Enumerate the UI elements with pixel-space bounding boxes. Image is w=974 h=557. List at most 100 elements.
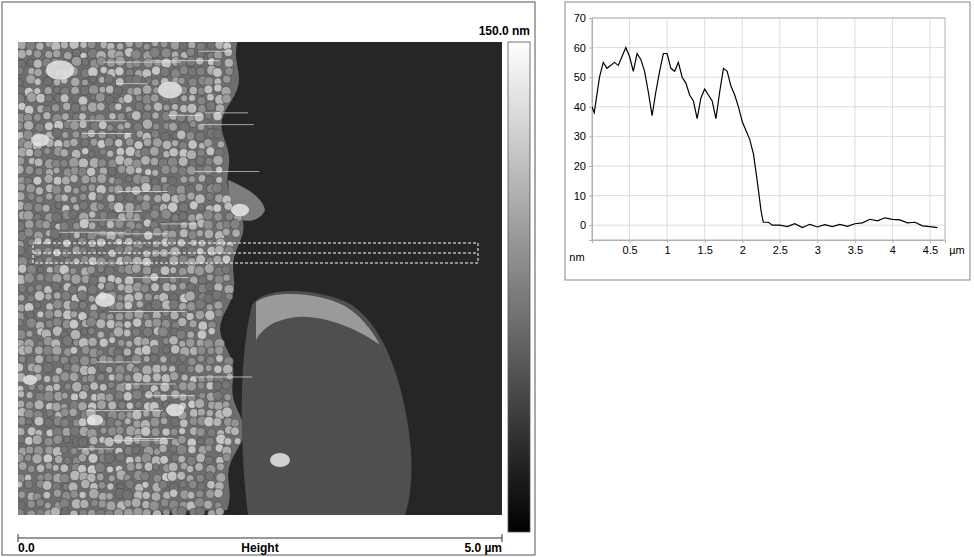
grain	[52, 213, 62, 223]
grain	[50, 229, 60, 239]
grain	[89, 211, 96, 218]
grain	[34, 346, 43, 355]
grain	[81, 479, 91, 489]
grain	[52, 346, 62, 356]
grain	[187, 302, 196, 311]
grain	[124, 301, 133, 310]
grain	[35, 168, 43, 176]
grain	[188, 480, 197, 489]
grain	[169, 489, 177, 497]
grain	[213, 204, 222, 213]
grain	[195, 399, 205, 409]
grain	[205, 157, 213, 165]
bright-spot	[158, 82, 182, 99]
grain	[206, 101, 216, 111]
grain	[213, 418, 222, 427]
film-edge-bump	[228, 180, 265, 221]
panel-frame	[2, 2, 535, 555]
afm-panel: 150.0 nm0.05.0 µmHeight	[2, 2, 535, 555]
grain	[52, 317, 62, 327]
grain	[126, 193, 135, 202]
grain	[179, 382, 188, 391]
grid-line-y	[592, 47, 945, 48]
grain	[23, 210, 33, 220]
grain	[132, 248, 141, 257]
film-blob-edge	[256, 294, 380, 345]
x-tick-mark	[892, 240, 893, 243]
grain	[142, 491, 150, 499]
x-tick-mark	[780, 240, 781, 243]
grain	[115, 139, 123, 147]
grain	[144, 231, 153, 240]
grain	[158, 327, 168, 337]
grain	[234, 438, 241, 445]
grain	[224, 437, 232, 445]
grain	[189, 94, 196, 101]
grain	[26, 391, 33, 398]
grain	[114, 185, 124, 195]
grain	[26, 318, 36, 328]
grain	[116, 147, 125, 156]
grain	[153, 123, 160, 130]
grid-line-x	[667, 18, 668, 240]
grain	[105, 282, 115, 292]
grain	[44, 247, 53, 256]
grain	[79, 301, 87, 309]
grain	[178, 157, 188, 167]
grain	[134, 292, 143, 301]
grain	[24, 409, 34, 419]
grain	[150, 47, 160, 57]
grain	[64, 185, 72, 193]
grain	[135, 167, 142, 174]
grain	[106, 319, 115, 328]
grain	[150, 354, 158, 362]
grain	[53, 167, 60, 174]
bright-spot	[270, 453, 290, 467]
scan-streak	[201, 124, 254, 125]
x-tick-label: 2.5	[773, 244, 788, 256]
grain	[34, 237, 42, 245]
grain	[194, 497, 204, 507]
scan-streak	[145, 395, 195, 396]
grain	[64, 258, 71, 265]
grain	[46, 409, 54, 417]
grain	[206, 409, 214, 417]
grain	[115, 56, 125, 66]
profile-line	[592, 48, 937, 228]
grain	[124, 237, 133, 246]
grain	[162, 309, 170, 317]
grain	[135, 401, 142, 408]
grid-line-x	[892, 18, 893, 240]
grain	[214, 59, 222, 67]
grain	[142, 509, 151, 515]
grain	[205, 472, 214, 481]
grain	[179, 428, 186, 435]
x-tick: 0.5	[622, 240, 637, 256]
grain	[27, 92, 37, 102]
grain	[25, 418, 32, 425]
grain	[123, 392, 132, 401]
grain	[176, 444, 187, 455]
grain	[32, 435, 42, 445]
grain	[70, 196, 77, 203]
scan-streak	[109, 311, 185, 312]
grain	[27, 465, 35, 473]
grid-line-y	[592, 166, 945, 167]
grain	[217, 141, 225, 149]
grain	[24, 228, 33, 237]
grain	[141, 453, 152, 464]
scan-streak	[129, 277, 189, 278]
grain	[18, 264, 27, 273]
grain	[18, 78, 23, 86]
grain	[18, 122, 23, 130]
grain	[123, 508, 133, 515]
grain	[133, 372, 143, 382]
grain	[143, 250, 151, 258]
grain	[18, 454, 24, 463]
grain	[131, 264, 141, 274]
grain	[79, 113, 87, 121]
grain	[97, 57, 106, 66]
grain	[115, 391, 124, 400]
grain	[185, 291, 195, 301]
grain	[52, 128, 62, 138]
